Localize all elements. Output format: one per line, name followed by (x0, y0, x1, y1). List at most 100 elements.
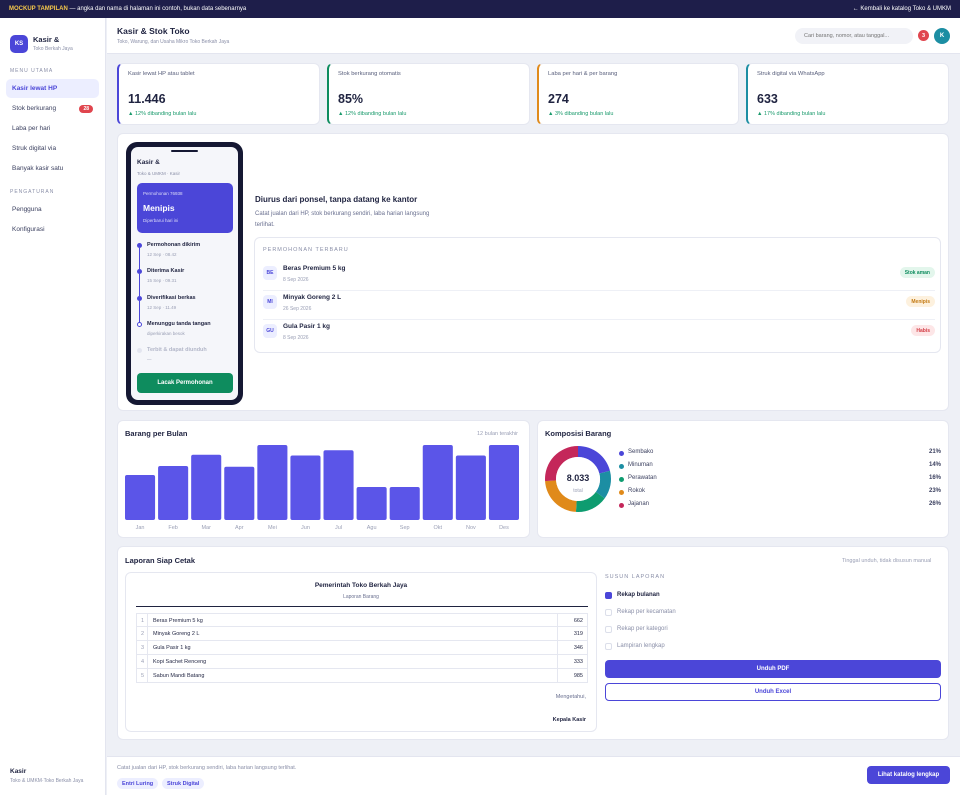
page-title: Kasir & Stok Toko (117, 26, 190, 36)
checkbox[interactable] (605, 642, 612, 650)
sidebar-item-kasir-hp[interactable]: Kasir lewat HP (6, 79, 99, 98)
checkbox[interactable] (605, 608, 612, 616)
brand-title: Kasir & (33, 35, 60, 44)
slice-perawatan (575, 491, 605, 512)
settings-heading: PENGATURAN (10, 189, 55, 195)
checkbox-checked[interactable] (605, 591, 612, 599)
legend-percent: 16% (928, 475, 941, 481)
timeline-connector (139, 274, 140, 296)
bar-mei (257, 445, 288, 520)
report-preview: Pemerintah Toko Berkah Jaya Laporan Bara… (125, 572, 597, 732)
row-value: 346 (573, 645, 583, 651)
x-tick-label: Sep (400, 525, 410, 531)
banner-tag: MOCKUP TAMPILAN (9, 6, 68, 12)
download-excel-button[interactable]: Unduh Excel (605, 683, 941, 701)
page-subtitle: Toko, Warung, dan Usaha Mikro Toko Berka… (117, 39, 230, 45)
stat-value: 11.446 (128, 92, 166, 106)
legend-item: Jajanan 26% (619, 501, 941, 511)
legend-swatch (619, 451, 624, 456)
legend-percent: 23% (928, 488, 941, 494)
report-card (117, 546, 949, 740)
donut-chart: 8.033 total (545, 446, 611, 512)
slice-sembako (578, 446, 610, 474)
sidebar: KS Kasir & Toko Berkah Jaya MENU UTAMA K… (0, 18, 106, 795)
sidebar-item-stok[interactable]: Stok berkurang 28 (6, 99, 99, 118)
doc-subtitle: Laporan Barang (343, 594, 379, 600)
recent-requests-panel: PERMOHONAN TERBARU BE Beras Premium 5 kg… (254, 237, 941, 353)
donut-total-label: total (573, 488, 582, 494)
doc-acknowledgement: Mengetahui, (555, 694, 586, 700)
mobile-preview-card (117, 133, 949, 411)
option-label: Lampiran lengkap (617, 643, 665, 649)
phone-screen: Kasir & Toko & UMKM · Kasir Permohonan 7… (131, 147, 238, 400)
stat-label: Laba per hari & per barang (548, 71, 618, 77)
sidebar-item-pengguna[interactable]: Pengguna (6, 200, 99, 219)
stat-value: 274 (548, 92, 569, 106)
step-time: 15 Sep · 09.31 (147, 278, 177, 283)
option-lampiran[interactable]: Lampiran lengkap (605, 641, 665, 651)
checkbox[interactable] (605, 625, 612, 633)
x-tick-label: Jan (136, 525, 145, 531)
view-catalog-button[interactable]: Lihat katalog lengkap (867, 766, 950, 784)
recent-requests-heading: PERMOHONAN TERBARU (263, 247, 349, 253)
legend-swatch (619, 503, 624, 508)
row-number: 3 (141, 645, 145, 651)
item-initials: BE (263, 266, 277, 280)
legend-item: Rokok 23% (619, 488, 941, 498)
sidebar-item-multi-kasir[interactable]: Banyak kasir satu (6, 159, 99, 178)
x-tick-label: Jul (335, 525, 342, 531)
sidebar-item-laba[interactable]: Laba per hari (6, 119, 99, 138)
banner-text: — angka dan nama di halaman ini contoh, … (67, 6, 247, 12)
x-tick-label: Apr (235, 525, 244, 531)
sidebar-footer-title: Kasir (10, 768, 27, 775)
doc-signer: Kepala Kasir (552, 717, 586, 723)
avatar[interactable]: K (934, 27, 950, 44)
slice-rokok (545, 480, 577, 512)
doc-table-row: 3 Gula Pasir 1 kg 346 (136, 641, 588, 655)
sidebar-item-konfigurasi[interactable]: Konfigurasi (6, 220, 99, 239)
step-pending-dot (137, 348, 142, 353)
notification-badge[interactable]: 3 (918, 30, 929, 41)
legend-item: Perawatan 16% (619, 475, 941, 485)
bar-okt (422, 445, 453, 520)
request-row[interactable]: GU Gula Pasir 1 kg 8 Sep 2026 Habis (263, 320, 935, 349)
bar-apr (224, 466, 255, 520)
back-to-catalog-link[interactable]: ← Kembali ke katalog Toko & UMKM (852, 6, 951, 12)
option-rekap-kecamatan[interactable]: Rekap per kecamatan (605, 607, 676, 617)
step-done-dot (137, 243, 142, 248)
cell-divider (147, 641, 148, 654)
request-row[interactable]: BE Beras Premium 5 kg 8 Sep 2026 Stok am… (263, 262, 935, 291)
bar-des (488, 445, 519, 520)
donut-hole (556, 457, 600, 501)
legend-percent: 14% (928, 462, 941, 468)
feature-chip: Struk Digital (162, 778, 205, 789)
bar-chart-title: Barang per Bulan (125, 429, 188, 438)
x-tick-label: Jun (301, 525, 310, 531)
sidebar-item-label: Stok berkurang (12, 105, 57, 112)
legend-percent: 21% (928, 449, 941, 455)
page-footer: Catat jualan dari HP, stok berkurang sen… (107, 756, 960, 795)
step-time: 12 Sep · 08.42 (147, 252, 177, 257)
option-rekap-bulanan[interactable]: Rekap bulanan (605, 590, 660, 600)
download-pdf-button[interactable]: Unduh PDF (605, 660, 941, 678)
x-tick-label: Agu (367, 525, 377, 531)
bar-sep (389, 487, 420, 520)
phone-app-title: Kasir & (137, 159, 160, 166)
search-input[interactable] (795, 27, 913, 44)
bar-jul (323, 450, 354, 520)
option-rekap-kategori[interactable]: Rekap per kategori (605, 624, 668, 634)
app-logo: KS (10, 34, 28, 53)
track-request-button[interactable]: Lacak Permohonan (137, 373, 233, 393)
step-label: Permohonan dikirim (147, 242, 201, 248)
step-time: 12 Sep · 11.49 (147, 305, 177, 310)
sidebar-item-struk[interactable]: Struk digital via (6, 139, 99, 158)
stat-change: ▲ 12% dibanding bulan lalu (128, 111, 197, 117)
stat-change: ▲ 3% dibanding bulan lalu (548, 111, 614, 117)
request-row[interactable]: MI Minyak Goreng 2 L 26 Sep 2026 Menipis (263, 291, 935, 320)
bar-jun (290, 455, 321, 520)
cell-divider (147, 627, 148, 640)
legend-item: Minuman 14% (619, 462, 941, 472)
cell-divider (147, 614, 148, 626)
legend-label: Perawatan (628, 475, 657, 481)
row-value: 985 (573, 673, 583, 679)
